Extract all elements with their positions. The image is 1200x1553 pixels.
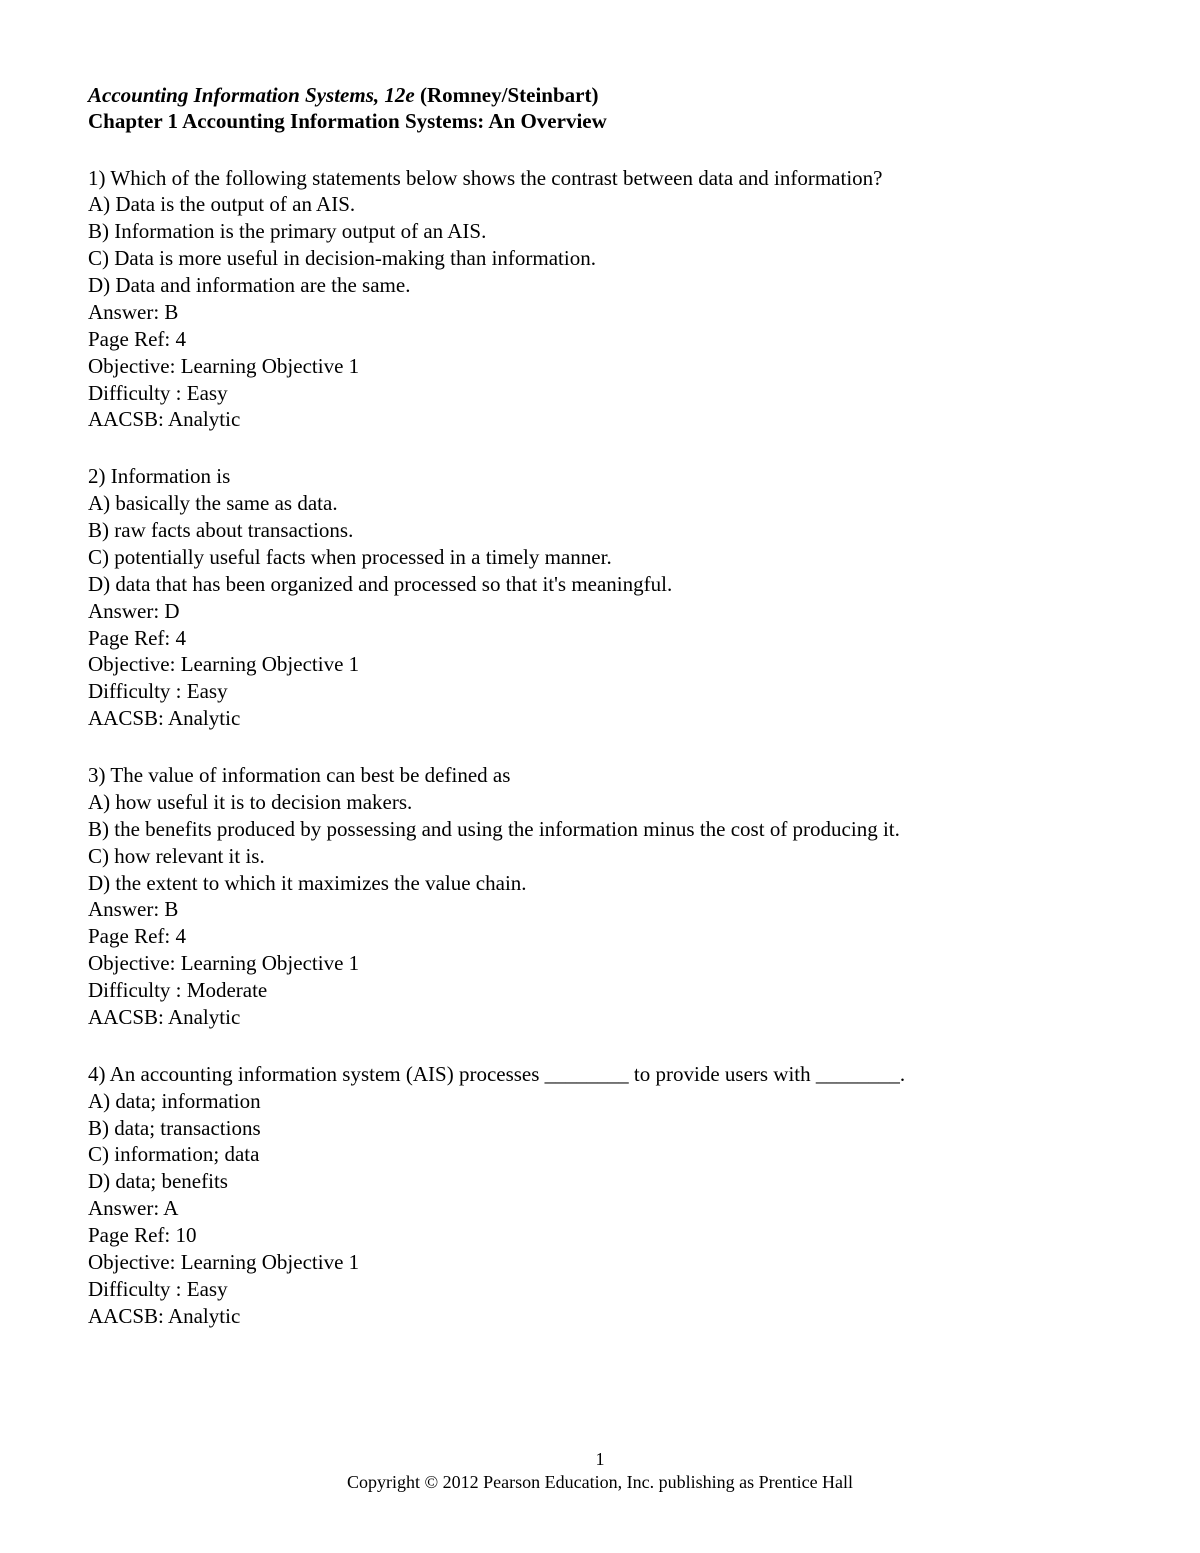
pageref-line: Page Ref: 4	[88, 923, 1112, 950]
answer-line: Answer: B	[88, 896, 1112, 923]
difficulty-line: Difficulty : Easy	[88, 1276, 1112, 1303]
answer-line: Answer: B	[88, 299, 1112, 326]
aacsb-line: AACSB: Analytic	[88, 705, 1112, 732]
question-stem: 2) Information is	[88, 463, 1112, 490]
answer-line: Answer: D	[88, 598, 1112, 625]
option-a: A) basically the same as data.	[88, 490, 1112, 517]
question-block: 2) Information is A) basically the same …	[88, 463, 1112, 732]
aacsb-line: AACSB: Analytic	[88, 406, 1112, 433]
option-d: D) data that has been organized and proc…	[88, 571, 1112, 598]
objective-line: Objective: Learning Objective 1	[88, 1249, 1112, 1276]
question-block: 1) Which of the following statements bel…	[88, 165, 1112, 434]
pageref-line: Page Ref: 4	[88, 625, 1112, 652]
option-d: D) Data and information are the same.	[88, 272, 1112, 299]
page-number: 1	[0, 1449, 1200, 1470]
pageref-line: Page Ref: 10	[88, 1222, 1112, 1249]
chapter-title: Chapter 1 Accounting Information Systems…	[88, 108, 1112, 134]
aacsb-line: AACSB: Analytic	[88, 1004, 1112, 1031]
option-c: C) potentially useful facts when process…	[88, 544, 1112, 571]
question-stem: 3) The value of information can best be …	[88, 762, 1112, 789]
option-a: A) how useful it is to decision makers.	[88, 789, 1112, 816]
option-d: D) data; benefits	[88, 1168, 1112, 1195]
answer-line: Answer: A	[88, 1195, 1112, 1222]
document-page: Accounting Information Systems, 12e (Rom…	[0, 0, 1200, 1553]
question-stem: 4) An accounting information system (AIS…	[88, 1061, 1112, 1088]
option-b: B) the benefits produced by possessing a…	[88, 816, 1112, 843]
copyright-line: Copyright © 2012 Pearson Education, Inc.…	[347, 1472, 853, 1492]
objective-line: Objective: Learning Objective 1	[88, 950, 1112, 977]
option-c: C) information; data	[88, 1141, 1112, 1168]
option-a: A) Data is the output of an AIS.	[88, 191, 1112, 218]
page-footer: 1 Copyright © 2012 Pearson Education, In…	[0, 1449, 1200, 1493]
option-a: A) data; information	[88, 1088, 1112, 1115]
difficulty-line: Difficulty : Easy	[88, 678, 1112, 705]
option-c: C) Data is more useful in decision-makin…	[88, 245, 1112, 272]
question-block: 4) An accounting information system (AIS…	[88, 1061, 1112, 1330]
book-authors: (Romney/Steinbart)	[415, 83, 599, 107]
option-d: D) the extent to which it maximizes the …	[88, 870, 1112, 897]
question-stem: 1) Which of the following statements bel…	[88, 165, 1112, 192]
objective-line: Objective: Learning Objective 1	[88, 353, 1112, 380]
pageref-line: Page Ref: 4	[88, 326, 1112, 353]
option-b: B) raw facts about transactions.	[88, 517, 1112, 544]
objective-line: Objective: Learning Objective 1	[88, 651, 1112, 678]
header-line-1: Accounting Information Systems, 12e (Rom…	[88, 82, 1112, 108]
option-c: C) how relevant it is.	[88, 843, 1112, 870]
difficulty-line: Difficulty : Moderate	[88, 977, 1112, 1004]
aacsb-line: AACSB: Analytic	[88, 1303, 1112, 1330]
option-b: B) Information is the primary output of …	[88, 218, 1112, 245]
book-title: Accounting Information Systems, 12e	[88, 83, 415, 107]
option-b: B) data; transactions	[88, 1115, 1112, 1142]
difficulty-line: Difficulty : Easy	[88, 380, 1112, 407]
question-block: 3) The value of information can best be …	[88, 762, 1112, 1031]
